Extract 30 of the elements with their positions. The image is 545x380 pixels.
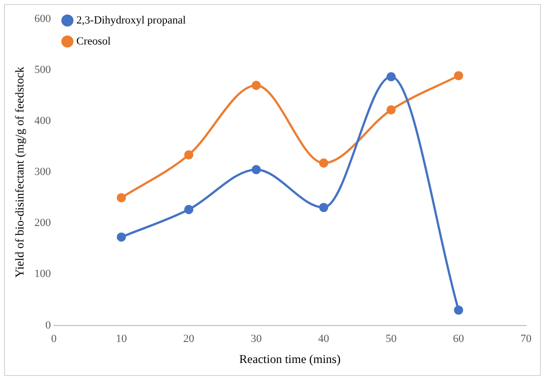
y-tick-label: 200 [34, 217, 52, 230]
x-tick-label: 30 [250, 332, 262, 345]
y-tick-label: 500 [34, 64, 52, 76]
x-axis-title: Reaction time (mins) [239, 352, 341, 366]
point [116, 193, 126, 202]
legend-label: Creosol [76, 35, 111, 48]
point [319, 202, 328, 212]
point [386, 72, 396, 82]
x-tick-label: 50 [386, 332, 398, 345]
y-tick-label: 0 [45, 319, 52, 332]
y-tick-label: 600 [34, 12, 52, 25]
y-tick-label: 400 [34, 115, 52, 128]
point [454, 71, 464, 80]
point [252, 165, 261, 174]
y-tick-label: 300 [34, 166, 52, 178]
point [386, 105, 396, 114]
point [319, 158, 328, 168]
y-axis-title: Yield of bio-disinfectant (mg/g of feedstock [12, 66, 26, 278]
x-tick-label: 10 [116, 332, 128, 345]
x-tick-label: 60 [453, 332, 465, 345]
point [252, 80, 261, 90]
legend-label: 2,3-Dihydroxyl propanal [76, 14, 186, 26]
point [184, 150, 194, 160]
point [454, 305, 464, 315]
x-tick-label: 40 [318, 332, 330, 345]
x-tick-label: 70 [520, 332, 532, 345]
point [184, 204, 194, 214]
x-tick-label: 20 [183, 332, 195, 345]
y-tick-label: 100 [34, 268, 52, 280]
point [116, 232, 126, 242]
